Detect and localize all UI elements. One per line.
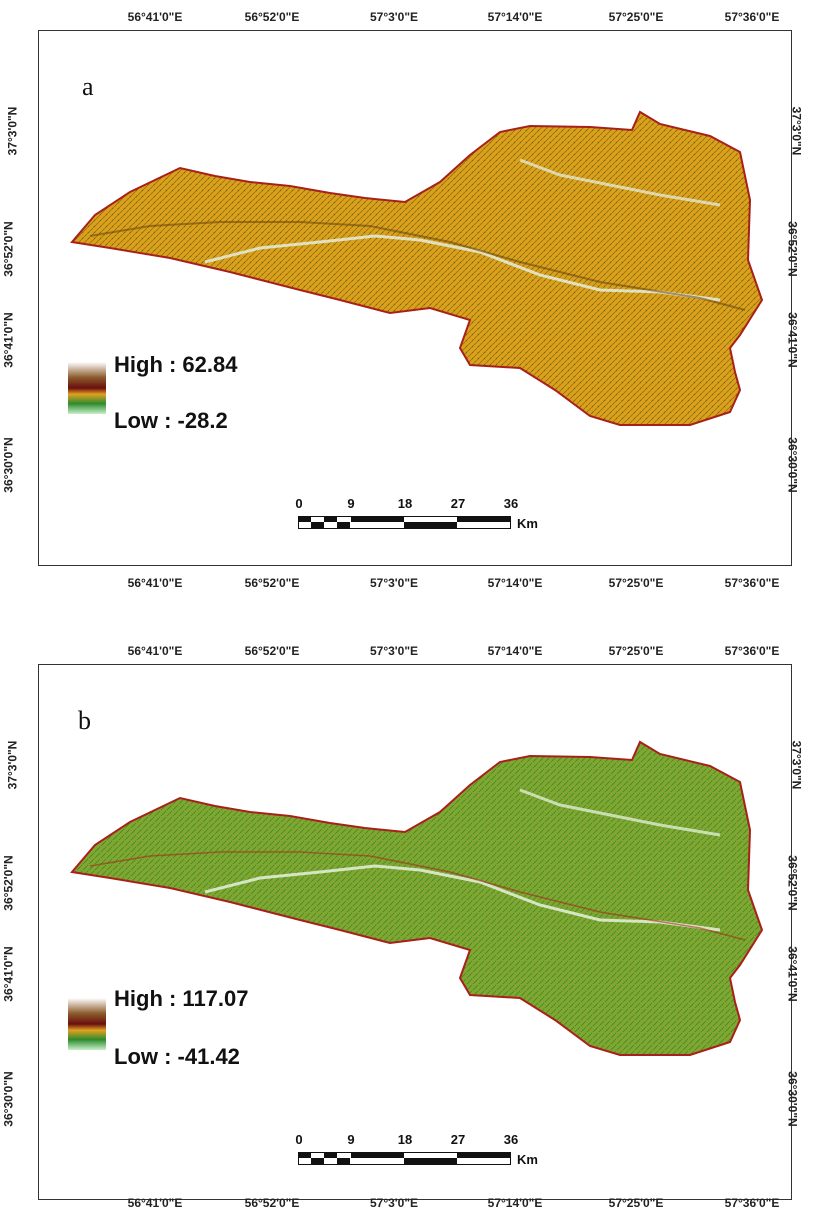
lon-tick: 57°36'0"E — [724, 1196, 780, 1210]
ridge-texture — [89, 851, 746, 941]
lon-tick: 57°36'0"E — [724, 644, 780, 658]
lon-tick: 56°41'0"E — [127, 644, 183, 658]
ridge-highlight — [519, 788, 721, 837]
legend-high-label: High : 62.84 — [114, 352, 238, 377]
scale-label: 36 — [503, 496, 519, 511]
lon-tick: 57°14'0"E — [487, 644, 543, 658]
map-frame — [38, 30, 792, 566]
lon-tick: 57°25'0"E — [608, 644, 664, 658]
scale-label: 36 — [503, 1132, 519, 1147]
lon-tick: 56°52'0"E — [244, 644, 300, 658]
lon-tick: 56°41'0"E — [127, 1196, 183, 1210]
lon-tick: 56°52'0"E — [244, 576, 300, 590]
scale-label: 0 — [295, 496, 303, 511]
lon-tick: 56°52'0"E — [244, 10, 300, 24]
scale-label: 27 — [450, 1132, 466, 1147]
lon-tick: 57°3'0"E — [369, 576, 419, 590]
lon-tick: 57°3'0"E — [369, 1196, 419, 1210]
study-area-map — [70, 740, 764, 1056]
study-area-boundary — [70, 110, 764, 426]
lon-tick: 57°25'0"E — [608, 10, 664, 24]
lon-tick: 57°14'0"E — [487, 10, 543, 24]
ridge-highlight — [204, 864, 721, 932]
lon-tick: 57°25'0"E — [608, 1196, 664, 1210]
scale-bar-graphic — [298, 516, 511, 529]
legend-high-label: High : 117.07 — [114, 986, 249, 1011]
scale-label: 9 — [347, 1132, 355, 1147]
lon-tick: 57°14'0"E — [487, 1196, 543, 1210]
scale-unit: Km — [517, 516, 538, 531]
lon-tick: 57°3'0"E — [369, 10, 419, 24]
legend-color-ramp — [68, 362, 106, 414]
lon-tick: 57°25'0"E — [608, 576, 664, 590]
study-area-map — [70, 110, 764, 426]
lon-tick: 57°36'0"E — [724, 576, 780, 590]
ridge-texture — [89, 221, 746, 311]
scale-unit: Km — [517, 1152, 538, 1167]
legend-low-label: Low : -28.2 — [114, 408, 228, 433]
scale-label: 0 — [295, 1132, 303, 1147]
ridge-highlight — [204, 234, 721, 302]
scale-label: 27 — [450, 496, 466, 511]
lon-tick: 57°3'0"E — [369, 644, 419, 658]
study-area-boundary — [70, 740, 764, 1056]
panel-label: a — [82, 72, 94, 101]
ridge-highlight — [519, 158, 721, 207]
map-panel-b: 56°41'0"E 56°52'0"E 57°3'0"E 57°14'0"E 5… — [0, 620, 813, 1218]
scale-label: 18 — [397, 1132, 413, 1147]
lon-tick: 56°41'0"E — [127, 576, 183, 590]
scale-label: 18 — [397, 496, 413, 511]
scale-bar-graphic — [298, 1152, 511, 1165]
map-frame — [38, 664, 792, 1200]
legend-color-ramp — [68, 998, 106, 1050]
legend-low-label: Low : -41.42 — [114, 1044, 240, 1069]
lon-tick: 56°41'0"E — [127, 10, 183, 24]
lon-tick: 57°14'0"E — [487, 576, 543, 590]
map-panel-a: 56°41'0"E 56°52'0"E 57°3'0"E 57°14'0"E 5… — [0, 0, 813, 600]
panel-label: b — [78, 706, 91, 735]
lon-tick: 57°36'0"E — [724, 10, 780, 24]
scale-label: 9 — [347, 496, 355, 511]
lon-tick: 56°52'0"E — [244, 1196, 300, 1210]
